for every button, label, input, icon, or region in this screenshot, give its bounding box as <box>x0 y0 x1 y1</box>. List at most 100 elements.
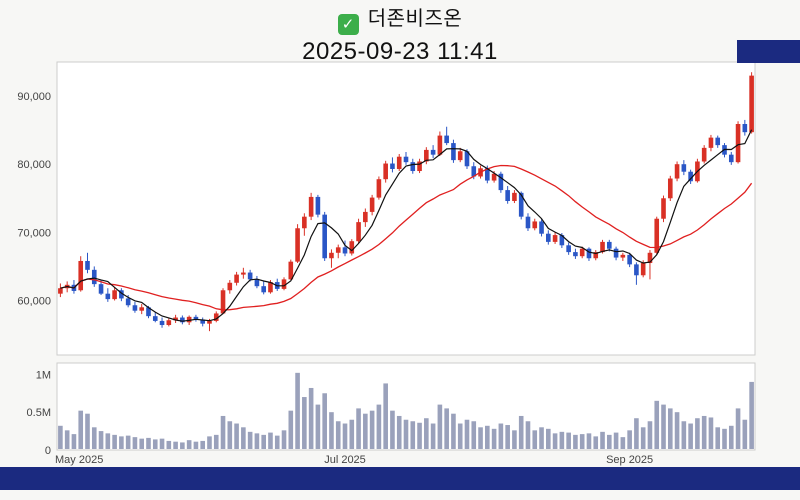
candle-body <box>728 154 734 163</box>
candle-body <box>363 211 368 223</box>
volume-bar <box>58 425 63 449</box>
volume-bar <box>586 433 592 449</box>
candle-body <box>390 163 395 169</box>
candle-body <box>485 168 490 181</box>
volume-bar <box>247 431 253 449</box>
volume-bar <box>315 404 321 449</box>
volume-bar <box>274 435 280 449</box>
candle-body <box>342 247 348 254</box>
volume-bar <box>254 433 260 449</box>
candle-body <box>308 196 314 217</box>
candle-body <box>241 272 246 275</box>
candle-body <box>119 290 124 299</box>
candle-body <box>376 179 382 198</box>
candle-body <box>634 264 639 276</box>
volume-bar <box>288 410 294 449</box>
volume-bar <box>525 421 531 449</box>
candle-body <box>674 164 680 179</box>
x-axis-label: May 2025 <box>55 454 103 466</box>
volume-bar <box>390 410 395 449</box>
volume-bar <box>241 427 246 449</box>
candle-body <box>749 75 754 133</box>
candle-body <box>437 135 443 155</box>
candle-body <box>593 252 599 259</box>
volume-bar <box>518 415 524 449</box>
candle-body <box>146 307 151 317</box>
volume-bar <box>579 434 585 449</box>
candle-body <box>627 254 632 265</box>
volume-bar <box>234 423 239 449</box>
volume-bar <box>471 421 477 449</box>
candle-body <box>152 316 158 321</box>
x-axis-label: Sep 2025 <box>606 454 653 466</box>
candle-body <box>396 156 402 169</box>
candle-body <box>464 151 470 167</box>
candle-body <box>200 319 206 324</box>
candle-body <box>525 216 531 229</box>
volume-axis-label: 1M <box>36 369 51 381</box>
volume-bar <box>329 412 334 449</box>
candle-body <box>85 260 90 270</box>
volume-bar <box>715 427 721 449</box>
candle-body <box>505 190 510 202</box>
volume-bar <box>376 404 382 449</box>
volume-bar <box>403 419 409 449</box>
volume-bar <box>342 423 348 449</box>
volume-bar <box>749 381 754 449</box>
volume-bar <box>410 421 416 449</box>
candle-body <box>708 137 714 148</box>
candle-body <box>424 149 429 162</box>
candle-body <box>315 196 321 215</box>
candle-body <box>112 290 117 300</box>
candle-body <box>491 173 497 181</box>
volume-bar <box>742 419 748 449</box>
volume-bar <box>85 413 90 449</box>
volume-bar <box>498 423 504 449</box>
volume-bar <box>647 421 653 449</box>
candle-body <box>105 293 111 300</box>
volume-bar <box>213 434 219 449</box>
volume-bar <box>383 383 388 449</box>
candle-body <box>281 279 287 289</box>
volume-bar <box>606 434 612 449</box>
volume-bar <box>708 417 714 449</box>
volume-bar <box>430 423 436 449</box>
volume-bar <box>159 438 165 449</box>
candle-body <box>125 298 131 306</box>
candle-body <box>220 290 226 314</box>
stock-title-row: ✓ 더존비즈온 <box>0 2 800 35</box>
candle-body <box>329 252 334 259</box>
candle-body <box>667 178 673 199</box>
candle-body <box>207 320 212 324</box>
volume-bar <box>478 427 483 449</box>
volume-bar <box>620 437 626 449</box>
volume-bar <box>322 393 327 449</box>
stock-name: 더존비즈온 <box>367 8 463 30</box>
volume-bar <box>308 387 314 449</box>
volume-bar <box>613 432 619 449</box>
candle-body <box>457 151 463 161</box>
candle-body <box>166 320 172 326</box>
candle-body <box>410 162 416 172</box>
candle-body <box>512 192 517 202</box>
candle-body <box>213 313 219 321</box>
chart-timestamp: 2025-09-23 11:41 <box>302 38 498 65</box>
candle-body <box>546 233 551 242</box>
ma-short-line <box>60 129 753 322</box>
candle-body <box>586 248 592 259</box>
candle-body <box>91 269 97 285</box>
volume-bar <box>593 436 599 449</box>
candle-body <box>98 284 104 294</box>
check-icon: ✓ <box>337 14 359 35</box>
candle-body <box>159 320 165 326</box>
volume-bar <box>98 431 104 449</box>
ma-long-line <box>60 164 753 311</box>
volume-bar <box>193 441 199 449</box>
candle-body <box>173 317 178 321</box>
volume-bar <box>512 430 517 449</box>
candle-body <box>349 241 355 254</box>
candle-body <box>742 124 748 133</box>
volume-bar <box>166 440 172 449</box>
volume-bar <box>688 423 693 449</box>
